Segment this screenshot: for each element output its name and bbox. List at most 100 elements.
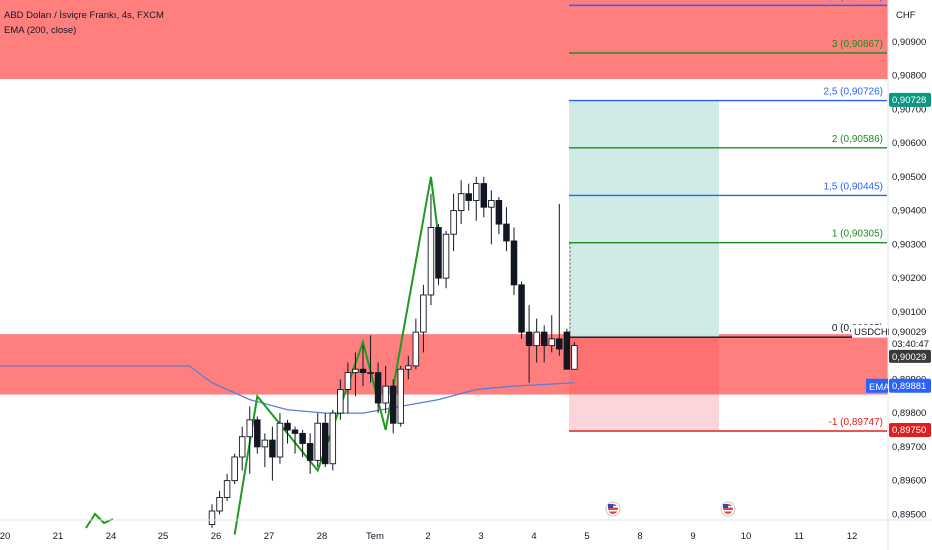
last-price-tag-bg [889,349,931,363]
candle-body [465,193,472,201]
fib-level-label: 1 (0,90305) [832,229,883,240]
candle-body [231,456,238,482]
candle-body [299,432,306,444]
candle-body [503,223,510,242]
x-tick-label: 28 [317,531,328,542]
fib-level-label: 2 (0,90586) [832,134,883,145]
y-tick-label: 0,90700 [892,104,926,115]
position-stop-zone-lower [569,394,719,430]
x-tick-label: 12 [847,531,858,542]
x-tick-label: 8 [637,531,642,542]
y-tick-label: 0,89500 [892,509,926,520]
ema-value-tag: 0,89881 [889,378,931,393]
zone-demand [0,334,888,395]
y-tick-label: 0,89800 [892,408,926,419]
candle-body [306,443,314,461]
candle-body [518,284,525,333]
candle-body [548,338,556,347]
candle-body [382,385,389,404]
candle-body [457,193,465,212]
y-tick-label: 0,90500 [892,172,926,183]
x-tick-label: Tem [366,531,384,542]
y-tick-label: 0,90300 [892,239,926,250]
stop-loss-tag: 0,89750 [889,422,931,437]
axis-settings-corner [909,528,925,542]
fib-level-label: 2,5 (0,90726) [824,87,884,98]
ema-line [0,365,575,414]
candle-body [442,233,450,279]
x-tick-label: 25 [158,531,169,542]
candle-body [359,368,367,374]
candle-body [337,389,344,414]
indicator-legend[interactable]: EMA (200, close) [4,25,77,36]
price-countdown-tag-text: 03:40:47 [892,339,929,350]
candle-body [420,294,427,333]
stop-loss-tag-bg [889,422,931,437]
position-stop-zone [569,337,719,395]
y-tick-label: 0,90400 [892,206,926,217]
stop-loss-tag-text: 0,89750 [892,425,926,436]
candle-body [284,422,291,431]
fib-level-label: 1,5 (0,90445) [824,181,884,192]
y-tick-label: 0,90200 [892,273,926,284]
chart-title: ABD Doları / İsviçre Frankı, 4s, FXCM [4,10,164,21]
price-countdown-tag-bg [889,324,931,349]
candle-body [473,183,480,201]
x-tick-label: 20 [0,531,10,542]
x-tick-label: 10 [741,531,752,542]
candle-body [435,227,442,279]
zigzag-pattern-early [85,512,114,529]
x-tick-label: 26 [211,531,222,542]
candle-body [374,372,382,404]
candle-body [246,419,253,438]
take-profit-tag: 0,90728 [889,92,931,107]
candle-body [322,422,329,465]
us-flag-event-icon[interactable] [720,501,736,517]
candle-body [352,368,359,374]
candle-body [329,412,337,465]
candle-body [276,422,284,458]
candle-body [314,422,321,461]
ema-tag-label-bg [866,378,888,393]
symbol-tag-text: USDCHF [854,327,894,338]
x-tick-label: 24 [106,531,117,542]
candle-body [367,372,374,375]
x-tick-label: 27 [264,531,275,542]
event-flag-stripe [723,510,733,512]
x-tick-label: 2 [425,531,430,542]
x-tick-label: 9 [690,531,695,542]
ema-tag-label-text: EMA [869,382,890,393]
candle-body [405,365,412,370]
candle-body [556,338,563,350]
candle-body [389,385,397,424]
event-flag-canton [723,504,728,508]
price-countdown-tag-text: 0,90029 [892,327,926,338]
fib-level-label: 3 (0,90867) [832,39,883,50]
x-tick-label: 4 [531,531,536,542]
candle-body [223,480,231,498]
candle-body [525,331,533,347]
fib-axis-label-top: CHF [893,4,921,21]
y-tick-label: 0,90600 [892,138,926,149]
candle-body [254,419,261,448]
y-tick-label: 0,89600 [892,476,926,487]
candle-body [291,429,299,434]
candle-body [412,331,420,367]
event-flag-stripe [608,510,618,512]
take-profit-tag-bg [889,92,931,107]
candle-body [238,436,246,458]
symbol-tag: USDCHF [852,324,894,338]
candle-body [261,439,269,448]
last-price-tag: 0,90029 [889,349,931,363]
candle-body [344,372,352,390]
take-profit-tag-text: 0,90728 [892,95,926,106]
candle-body [510,240,518,286]
us-flag-event-icon[interactable] [605,501,621,517]
candle-body [480,183,488,208]
last-price-tag-text: 0,90029 [892,352,926,363]
y-tick-label: 0,90100 [892,307,926,318]
x-tick-label: 11 [794,531,804,542]
x-tick-label: 3 [478,531,483,542]
